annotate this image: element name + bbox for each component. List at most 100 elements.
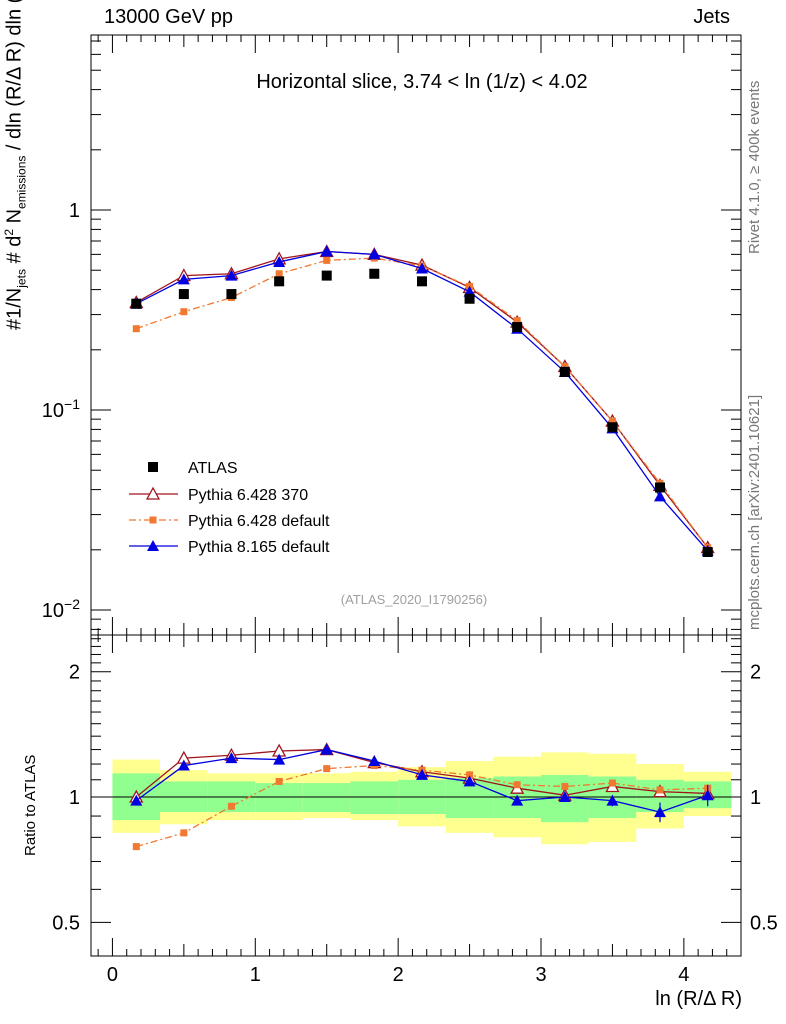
legend-label-atlas: ATLAS — [188, 460, 238, 477]
point-pythia-8-165-default — [416, 262, 428, 274]
ratio-y-axis-label: Ratio to ATLAS — [22, 754, 39, 856]
point-pythia-6-428-default — [132, 325, 140, 333]
legend-marker-pythia-8-165-default — [147, 540, 159, 551]
ratio-point-pythia-8-165-default — [511, 794, 524, 806]
series-line-pythia-8-165-default — [135, 250, 709, 552]
legend-label-pythia-6-428-default: Pythia 6.428 default — [188, 513, 330, 530]
point-atlas — [655, 482, 665, 493]
ratio-point-pythia-8-165-default — [130, 794, 143, 806]
ylabel-d: d — [3, 235, 26, 247]
point-pythia-8-165-default — [177, 273, 190, 285]
legend-marker-pythia-6-428-default — [149, 516, 157, 524]
plot-title: Horizontal slice, 3.74 < ln (1/z) < 4.02 — [256, 71, 587, 93]
band-inner-segment — [255, 783, 303, 813]
ratio-point-pythia-8-165-default — [225, 752, 238, 764]
point-atlas — [321, 270, 332, 281]
legend: ATLAS Pythia 6.428 370 Pythia 6.428 defaul… — [129, 460, 330, 556]
ratio-y-tick-label-right: 2 — [750, 662, 761, 684]
ratio-series-group — [129, 742, 715, 851]
ratio-y-tick-label-right: 1 — [750, 787, 761, 809]
point-pythia-6-428-default — [275, 270, 283, 278]
point-pythia-8-165-default — [654, 490, 666, 502]
point-pythia-6-428-default — [180, 308, 188, 316]
ratio-point-pythia-8-165-default — [654, 806, 666, 818]
ratio-point-pythia-8-165-default — [320, 743, 333, 755]
ratio-point-pythia-6-428-default — [227, 802, 235, 810]
point-atlas — [369, 268, 380, 279]
point-atlas — [512, 322, 523, 333]
point-atlas — [131, 298, 142, 309]
ratio-point-pythia-6-428-default — [608, 779, 616, 787]
main-y-tick-label: 10−2 — [42, 596, 80, 622]
point-atlas — [464, 293, 475, 304]
point-atlas — [417, 276, 427, 287]
ratio-point-pythia-6-428-default — [656, 786, 664, 794]
ratio-point-pythia-8-165-default — [368, 755, 381, 767]
ylabel-njets-sub: jets — [14, 269, 29, 288]
ylabel-n: N — [3, 208, 26, 229]
point-pythia-8-165-default — [225, 269, 238, 281]
ylabel-hash: # — [3, 318, 26, 330]
x-tick-label: 1 — [250, 964, 261, 986]
rivet-version-note: Rivet 4.1.0, ≥ 400k events — [746, 80, 763, 254]
axis-ticks — [91, 35, 742, 956]
point-atlas — [274, 276, 285, 287]
axis-tick-labels: 0 1 2 3 4 1 10−1 10−2 2 2 1 1 0.5 0.5 — [42, 200, 778, 986]
ratio-point-pythia-6-428-default — [513, 781, 521, 789]
point-atlas — [607, 422, 618, 433]
point-atlas — [226, 289, 237, 300]
point-atlas — [178, 289, 189, 300]
ratio-point-pythia-8-165-default — [273, 753, 286, 765]
legend-marker-pythia-6-428-370 — [145, 486, 161, 500]
ratio-y-tick-label-left: 0.5 — [52, 912, 80, 934]
x-tick-label: 0 — [107, 964, 118, 986]
x-axis-label: ln (R/Δ R) — [655, 988, 742, 1010]
main-y-tick-label: 1 — [69, 200, 80, 222]
x-tick-label: 3 — [535, 964, 546, 986]
band-inner-segment — [302, 783, 351, 813]
main-y-tick-label: 10−1 — [42, 396, 80, 422]
ratio-point-pythia-8-165-default — [463, 775, 476, 787]
point-pythia-6-428-default — [608, 417, 616, 425]
ratio-y-tick-label-left: 2 — [69, 662, 80, 684]
ratio-point-pythia-6-428-default — [180, 829, 188, 837]
point-pythia-8-165-default — [368, 248, 381, 260]
ylabel-hash-2: # — [3, 252, 26, 264]
point-pythia-6-428-default — [323, 256, 331, 264]
ylabel-n-sub: emissions — [14, 155, 29, 209]
ratio-point-pythia-6-428-default — [323, 765, 331, 773]
observable-label: Jets — [693, 6, 730, 28]
legend-label-pythia-8-165-default: Pythia 8.165 default — [188, 539, 330, 556]
ratio-point-pythia-8-165-default — [558, 791, 571, 803]
point-atlas — [559, 366, 570, 377]
analysis-label: (ATLAS_2020_I1790256) — [341, 592, 487, 607]
legend-marker-atlas — [148, 462, 158, 472]
main-y-axis-label: #1/Njets # d2 Nemissions / dln (R/Δ R) d… — [2, 0, 29, 330]
ylabel-njets: N — [3, 287, 26, 303]
ratio-point-pythia-8-165-default — [701, 789, 714, 801]
ratio-y-tick-label-right: 0.5 — [750, 912, 778, 934]
point-pythia-6-428-default — [513, 317, 521, 325]
series-line-pythia-6-428-default — [136, 257, 709, 549]
ratio-point-pythia-6-428-default — [561, 782, 569, 790]
ylabel-denominator: dln (R/Δ R) dln (1/z) — [3, 0, 26, 139]
ratio-point-pythia-6-428-default — [275, 777, 283, 785]
legend-label-pythia-6-428-370: Pythia 6.428 370 — [188, 487, 308, 504]
main-series-group — [129, 244, 715, 558]
ratio-point-pythia-8-165-default — [416, 768, 428, 780]
ratio-point-pythia-6-428-default — [132, 843, 140, 851]
point-pythia-8-165-default — [320, 245, 333, 257]
mcplots-source-note: mcplots.cern.ch [arXiv:2401.10621] — [746, 394, 763, 630]
collision-label: 13000 GeV pp — [104, 6, 233, 28]
ratio-plot-frame — [90, 634, 742, 957]
ratio-point-pythia-6-428-default — [466, 771, 474, 779]
ylabel-one-over: 1 — [3, 307, 26, 319]
ylabel-d-power: 2 — [2, 228, 16, 236]
ratio-point-pythia-8-165-default — [606, 794, 619, 806]
x-tick-label: 2 — [393, 964, 404, 986]
ratio-y-tick-label-left: 1 — [69, 787, 80, 809]
x-tick-label: 4 — [678, 964, 689, 986]
band-inner-segment — [350, 781, 399, 815]
ratio-point-pythia-8-165-default — [177, 759, 190, 771]
